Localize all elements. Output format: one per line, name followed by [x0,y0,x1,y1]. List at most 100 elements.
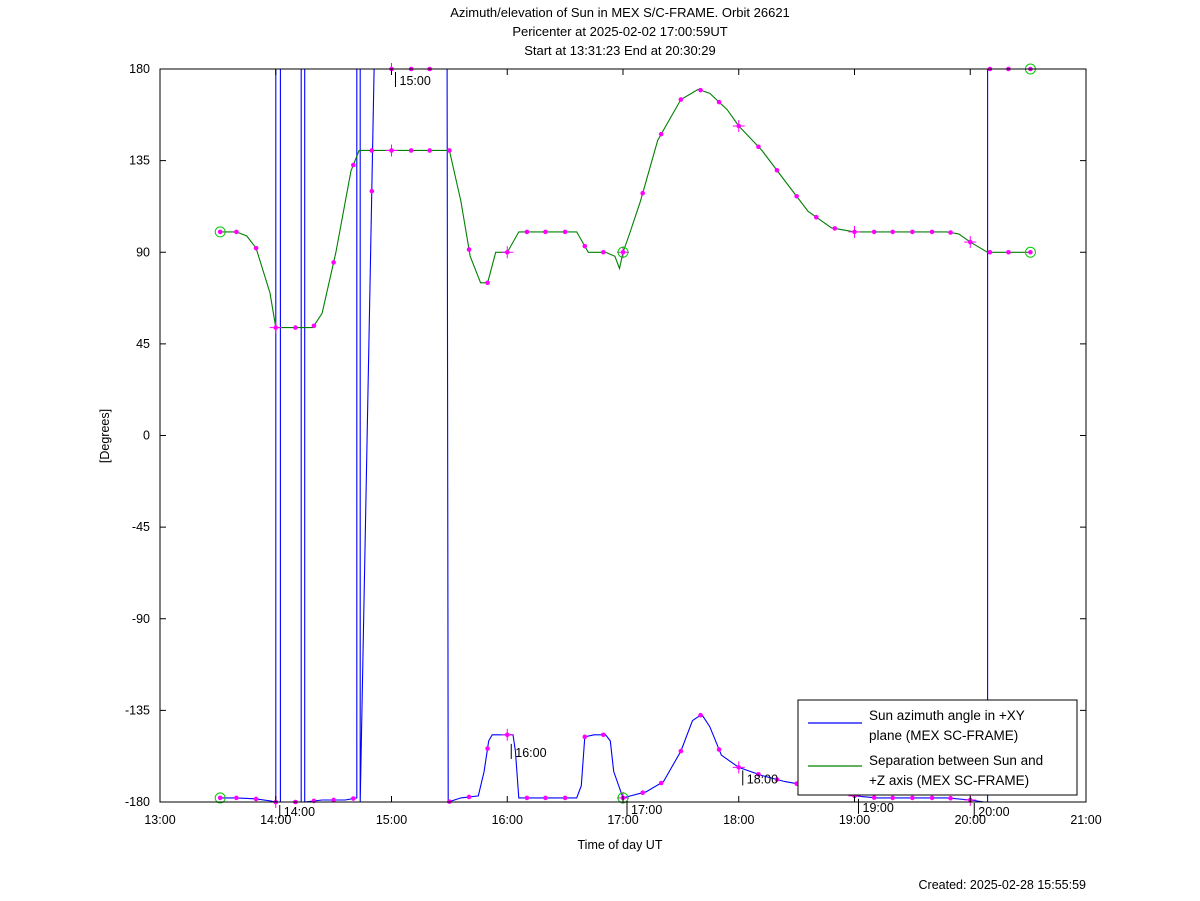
data-point [562,229,568,235]
data-point [910,795,915,801]
data-point [987,249,993,255]
x-tick-label: 15:00 [376,813,407,827]
legend-label-azimuth-2: plane (MEX SC-FRAME) [869,728,1018,743]
data-point [948,795,953,801]
x-tick-label: 20:00 [955,813,986,827]
series-separation-line [220,88,1031,329]
y-axis-label: [Degrees] [98,409,112,463]
data-point [716,747,722,752]
data-point [331,797,336,803]
data-point [217,795,223,801]
start-end-marker [214,226,226,238]
data-point [794,193,799,199]
x-tick-label: 17:00 [607,813,638,827]
data-point [716,99,722,105]
data-point [929,229,935,235]
data-point [485,746,490,751]
y-tick-label: -135 [125,703,150,717]
data-point [678,748,684,754]
hour-label: 18:00 [747,772,778,786]
x-tick-label: 14:00 [260,813,291,827]
data-point [351,796,356,801]
data-point [562,795,568,801]
y-tick-label: 135 [129,154,150,168]
x-tick-label: 13:00 [144,813,175,827]
data-point [311,798,317,804]
hour-label: 17:00 [631,803,662,817]
data-point [408,148,414,153]
data-point [543,229,548,235]
chart-title-line-1: Azimuth/elevation of Sun in MEX S/C-FRAM… [450,5,790,20]
hour-label: 14:00 [284,805,315,819]
data-point [369,148,375,153]
data-point [427,148,432,153]
chart-title-line-3: Start at 13:31:23 End at 20:30:29 [524,43,716,58]
data-point [871,229,877,235]
data-point [524,795,530,801]
y-tick-label: 180 [129,62,150,76]
data-point [640,190,645,196]
data-point [929,795,935,801]
data-point [485,280,490,286]
data-point [774,777,780,782]
data-point [640,790,645,796]
hour-label: 15:00 [400,74,431,88]
data-point [601,732,606,738]
start-end-marker [617,246,629,258]
legend-label-separation-1: Separation between Sun and [869,753,1043,768]
data-point [234,229,239,235]
x-tick-label: 18:00 [723,813,754,827]
data-point [658,131,664,137]
data-point [1028,249,1033,255]
chart-title-line-2: Pericenter at 2025-02-02 17:00:59UT [512,24,727,39]
data-point [1006,249,1011,255]
data-point [447,148,452,153]
start-end-marker [214,792,226,804]
data-point [351,162,356,168]
data-point [253,796,259,802]
data-point [890,795,895,801]
data-point [658,780,664,786]
data-point [524,229,530,235]
data-point [543,795,548,801]
data-point [756,772,761,777]
hour-label: 19:00 [863,801,894,815]
plot-area: 14:00 15:00 16:00 17:00 18:00 19:00 20:00 [214,63,1036,819]
data-point [466,247,472,252]
data-point [890,229,895,235]
data-point [774,167,780,173]
data-point [234,795,239,801]
data-point [369,188,375,194]
data-point [948,230,953,235]
data-point [601,249,606,255]
legend: Sun azimuth angle in +XY plane (MEX SC-F… [797,699,1078,796]
data-point [253,245,259,251]
data-point [311,323,317,329]
data-point [756,144,761,150]
legend-box [797,699,1078,796]
start-end-marker [617,792,629,804]
x-axis-label: Time of day UT [578,838,663,852]
y-tick-label: 45 [136,337,150,351]
y-tick-label: -90 [132,612,150,626]
data-point [293,325,298,330]
y-tick-label: 0 [143,429,150,443]
series-azimuth-line [220,68,1031,803]
y-tick-label: -45 [132,520,150,534]
legend-label-azimuth-1: Sun azimuth angle in +XY [869,708,1025,723]
data-point [678,97,684,102]
created-timestamp: Created: 2025-02-28 15:55:59 [919,878,1087,892]
hour-label: 16:00 [515,746,546,760]
x-tick-label: 21:00 [1070,813,1101,827]
legend-label-separation-2: +Z axis (MEX SC-FRAME) [869,773,1029,788]
data-point [698,87,703,93]
x-tick-label: 16:00 [492,813,523,827]
hour-label: 20:00 [978,805,1009,819]
x-tick-label: 19:00 [839,813,870,827]
data-point [698,712,703,718]
data-point [832,226,838,231]
data-point [814,214,819,220]
data-point [582,734,588,740]
plot-frame [159,68,1087,803]
